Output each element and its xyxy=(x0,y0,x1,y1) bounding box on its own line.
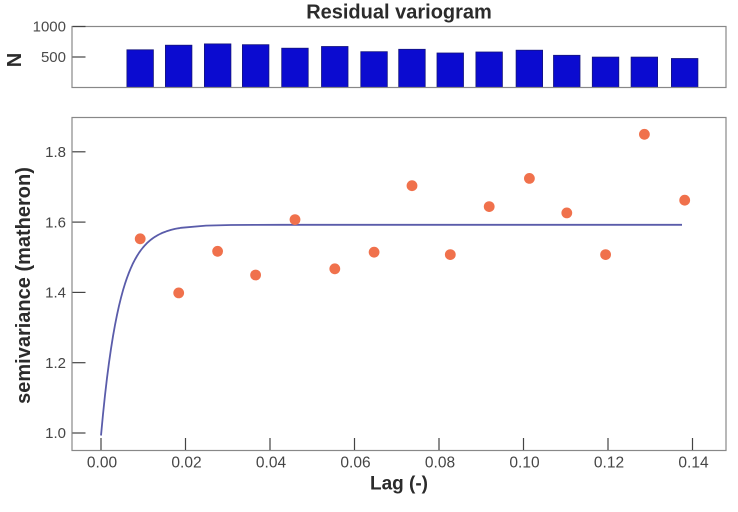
svg-text:1.8: 1.8 xyxy=(45,144,66,161)
svg-text:0.10: 0.10 xyxy=(509,455,540,472)
svg-text:0.06: 0.06 xyxy=(340,455,370,472)
svg-text:0.00: 0.00 xyxy=(87,455,118,472)
svg-text:1.6: 1.6 xyxy=(45,214,66,231)
svg-text:1.0: 1.0 xyxy=(45,425,66,442)
svg-text:1000: 1000 xyxy=(33,19,66,36)
svg-text:Lag (-): Lag (-) xyxy=(370,474,428,495)
svg-text:1.2: 1.2 xyxy=(45,355,66,372)
svg-text:0.08: 0.08 xyxy=(425,455,455,472)
svg-text:0.14: 0.14 xyxy=(678,455,709,472)
svg-text:N: N xyxy=(4,53,26,67)
svg-text:0.04: 0.04 xyxy=(256,455,287,472)
svg-text:500: 500 xyxy=(41,49,66,66)
svg-text:1.4: 1.4 xyxy=(45,285,66,302)
svg-text:0.02: 0.02 xyxy=(171,455,201,472)
svg-text:semivariance (matheron): semivariance (matheron) xyxy=(13,167,35,404)
svg-text:Residual variogram: Residual variogram xyxy=(306,2,492,24)
svg-text:0.12: 0.12 xyxy=(594,455,624,472)
